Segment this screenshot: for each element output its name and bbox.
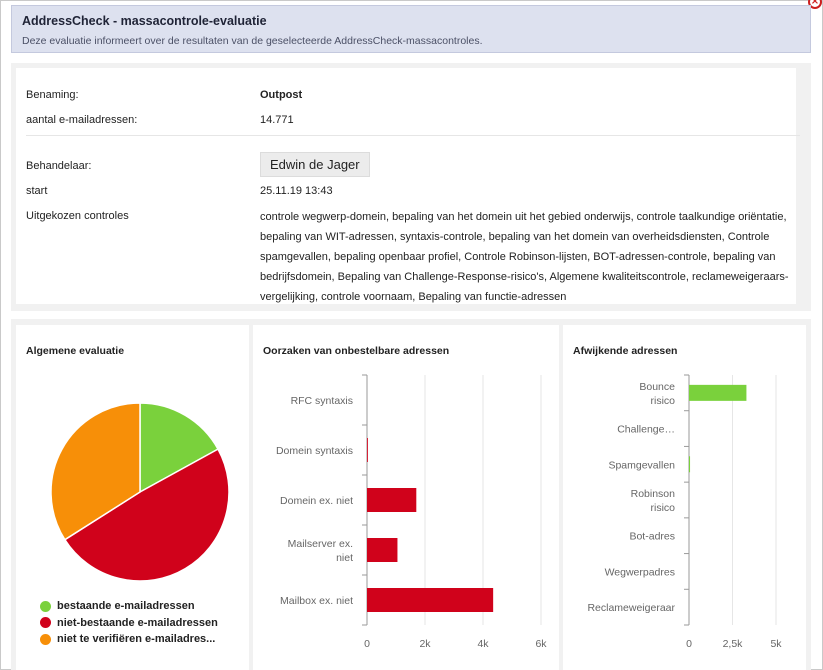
x-tick-label: 6k [535, 638, 547, 650]
x-tick-label: 0 [364, 638, 370, 650]
pie-chart-title: Algemene evaluatie [26, 345, 125, 357]
bar-domein-ex-niet [367, 488, 417, 512]
category-label: Robinson [631, 488, 676, 500]
pie-chart-card: Algemene evaluatie bestaande e-mailadres… [16, 325, 249, 670]
info-divider [26, 135, 800, 136]
category-label: Domein syntaxis [276, 445, 353, 457]
benaming-value: Outpost [260, 89, 303, 101]
legend-item-niet-bestaande[interactable]: niet-bestaande e-mailadressen [40, 615, 218, 632]
bounce-causes-chart: 0 2k 4k 6k RFC syntaxis Domein syntaxis Domein… [276, 374, 547, 650]
aantal-value: 14.771 [260, 114, 294, 126]
benaming-label: Benaming: [26, 89, 79, 101]
controles-label: Uitgekozen controles [26, 210, 129, 222]
category-label: Bounce [639, 381, 675, 393]
category-label: Mailserver ex. [288, 538, 353, 550]
bar-bounce-risico [689, 384, 747, 401]
dialog-title: AddressCheck - massacontrole-evaluatie [22, 14, 267, 28]
bounce-causes-card: Oorzaken van onbestelbare adressen 0 2k 4k… [253, 325, 559, 670]
bounce-causes-title: Oorzaken van onbestelbare adressen [263, 345, 450, 357]
legend-label-niet-bestaande: niet-bestaande e-mailadressen [57, 616, 218, 629]
category-label: Spamgevallen [608, 459, 675, 471]
legend-dot-niet-bestaande [40, 617, 51, 629]
pie-chart [50, 402, 230, 582]
legend-label-niet-te-verifieren: niet te verifiëren e-mailadres... [57, 633, 216, 646]
legend-label-bestaande: bestaande e-mailadressen [57, 600, 195, 613]
controles-value: controle wegwerp-domein, bepaling van he… [260, 211, 789, 303]
legend-item-bestaande[interactable]: bestaande e-mailadressen [40, 598, 218, 615]
pie-legend: bestaande e-mailadressen niet-bestaande … [40, 598, 218, 648]
start-label: start [26, 185, 48, 197]
pie-slice-niet-te-verifi-ren-e-mailadressen [50, 402, 141, 541]
category-label: Mailbox ex. niet [280, 595, 353, 607]
x-tick-label: 0 [686, 638, 692, 650]
x-tick-label: 4k [477, 638, 489, 650]
category-label: niet [336, 552, 353, 564]
legend-dot-niet-te-verifieren [40, 633, 51, 645]
close-icon[interactable]: × [808, 0, 822, 9]
aantal-label: aantal e-mailadressen: [26, 114, 138, 126]
category-label: risico [650, 395, 675, 407]
deviating-addresses-title: Afwijkende adressen [573, 345, 678, 357]
info-panel: Benaming: Outpost aantal e-mailadressen:… [11, 63, 811, 311]
x-tick-label: 5k [770, 638, 782, 650]
info-card: Benaming: Outpost aantal e-mailadressen:… [16, 68, 800, 304]
deviating-addresses-chart: 0 2,5k 5k Bounce risico Challenge… Spamgevalle… [587, 374, 782, 650]
bar-domein-syntaxis [367, 438, 368, 462]
pie-slice-niet-bestaande-e-mailadressen [63, 448, 230, 582]
behandelaar-value: Edwin de Jager [260, 152, 370, 177]
deviating-addresses-card: Afwijkende adressen 0 2,5k 5k Bounce risico C… [563, 325, 806, 670]
dialog-subtitle: Deze evaluatie informeert over de result… [22, 35, 483, 47]
category-label: RFC syntaxis [291, 395, 353, 407]
behandelaar-label: Behandelaar: [26, 160, 92, 172]
start-value: 25.11.19 13:43 [260, 185, 333, 197]
bar-mailbox-ex-niet [367, 588, 494, 612]
legend-dot-bestaande [40, 600, 51, 612]
dialog-header: AddressCheck - massacontrole-evaluatie D… [11, 5, 811, 53]
pie-slice-bestaande-e-mailadressen [139, 402, 220, 494]
bar-mailserver-ex-niet [367, 538, 398, 562]
category-label: Wegwerpadres [605, 566, 675, 578]
category-label: Bot-adres [629, 531, 675, 543]
category-label: Challenge… [617, 424, 675, 436]
x-tick-label: 2,5k [723, 638, 744, 650]
legend-item-niet-te-verifieren[interactable]: niet te verifiëren e-mailadres... [40, 631, 218, 648]
category-label: Reclameweigeraar [587, 602, 675, 614]
charts-panel: Algemene evaluatie bestaande e-mailadres… [11, 319, 811, 670]
category-label: Domein ex. niet [280, 495, 353, 507]
x-tick-label: 2k [419, 638, 431, 650]
category-label: risico [650, 502, 675, 514]
bar-spamgevallen [689, 456, 691, 473]
